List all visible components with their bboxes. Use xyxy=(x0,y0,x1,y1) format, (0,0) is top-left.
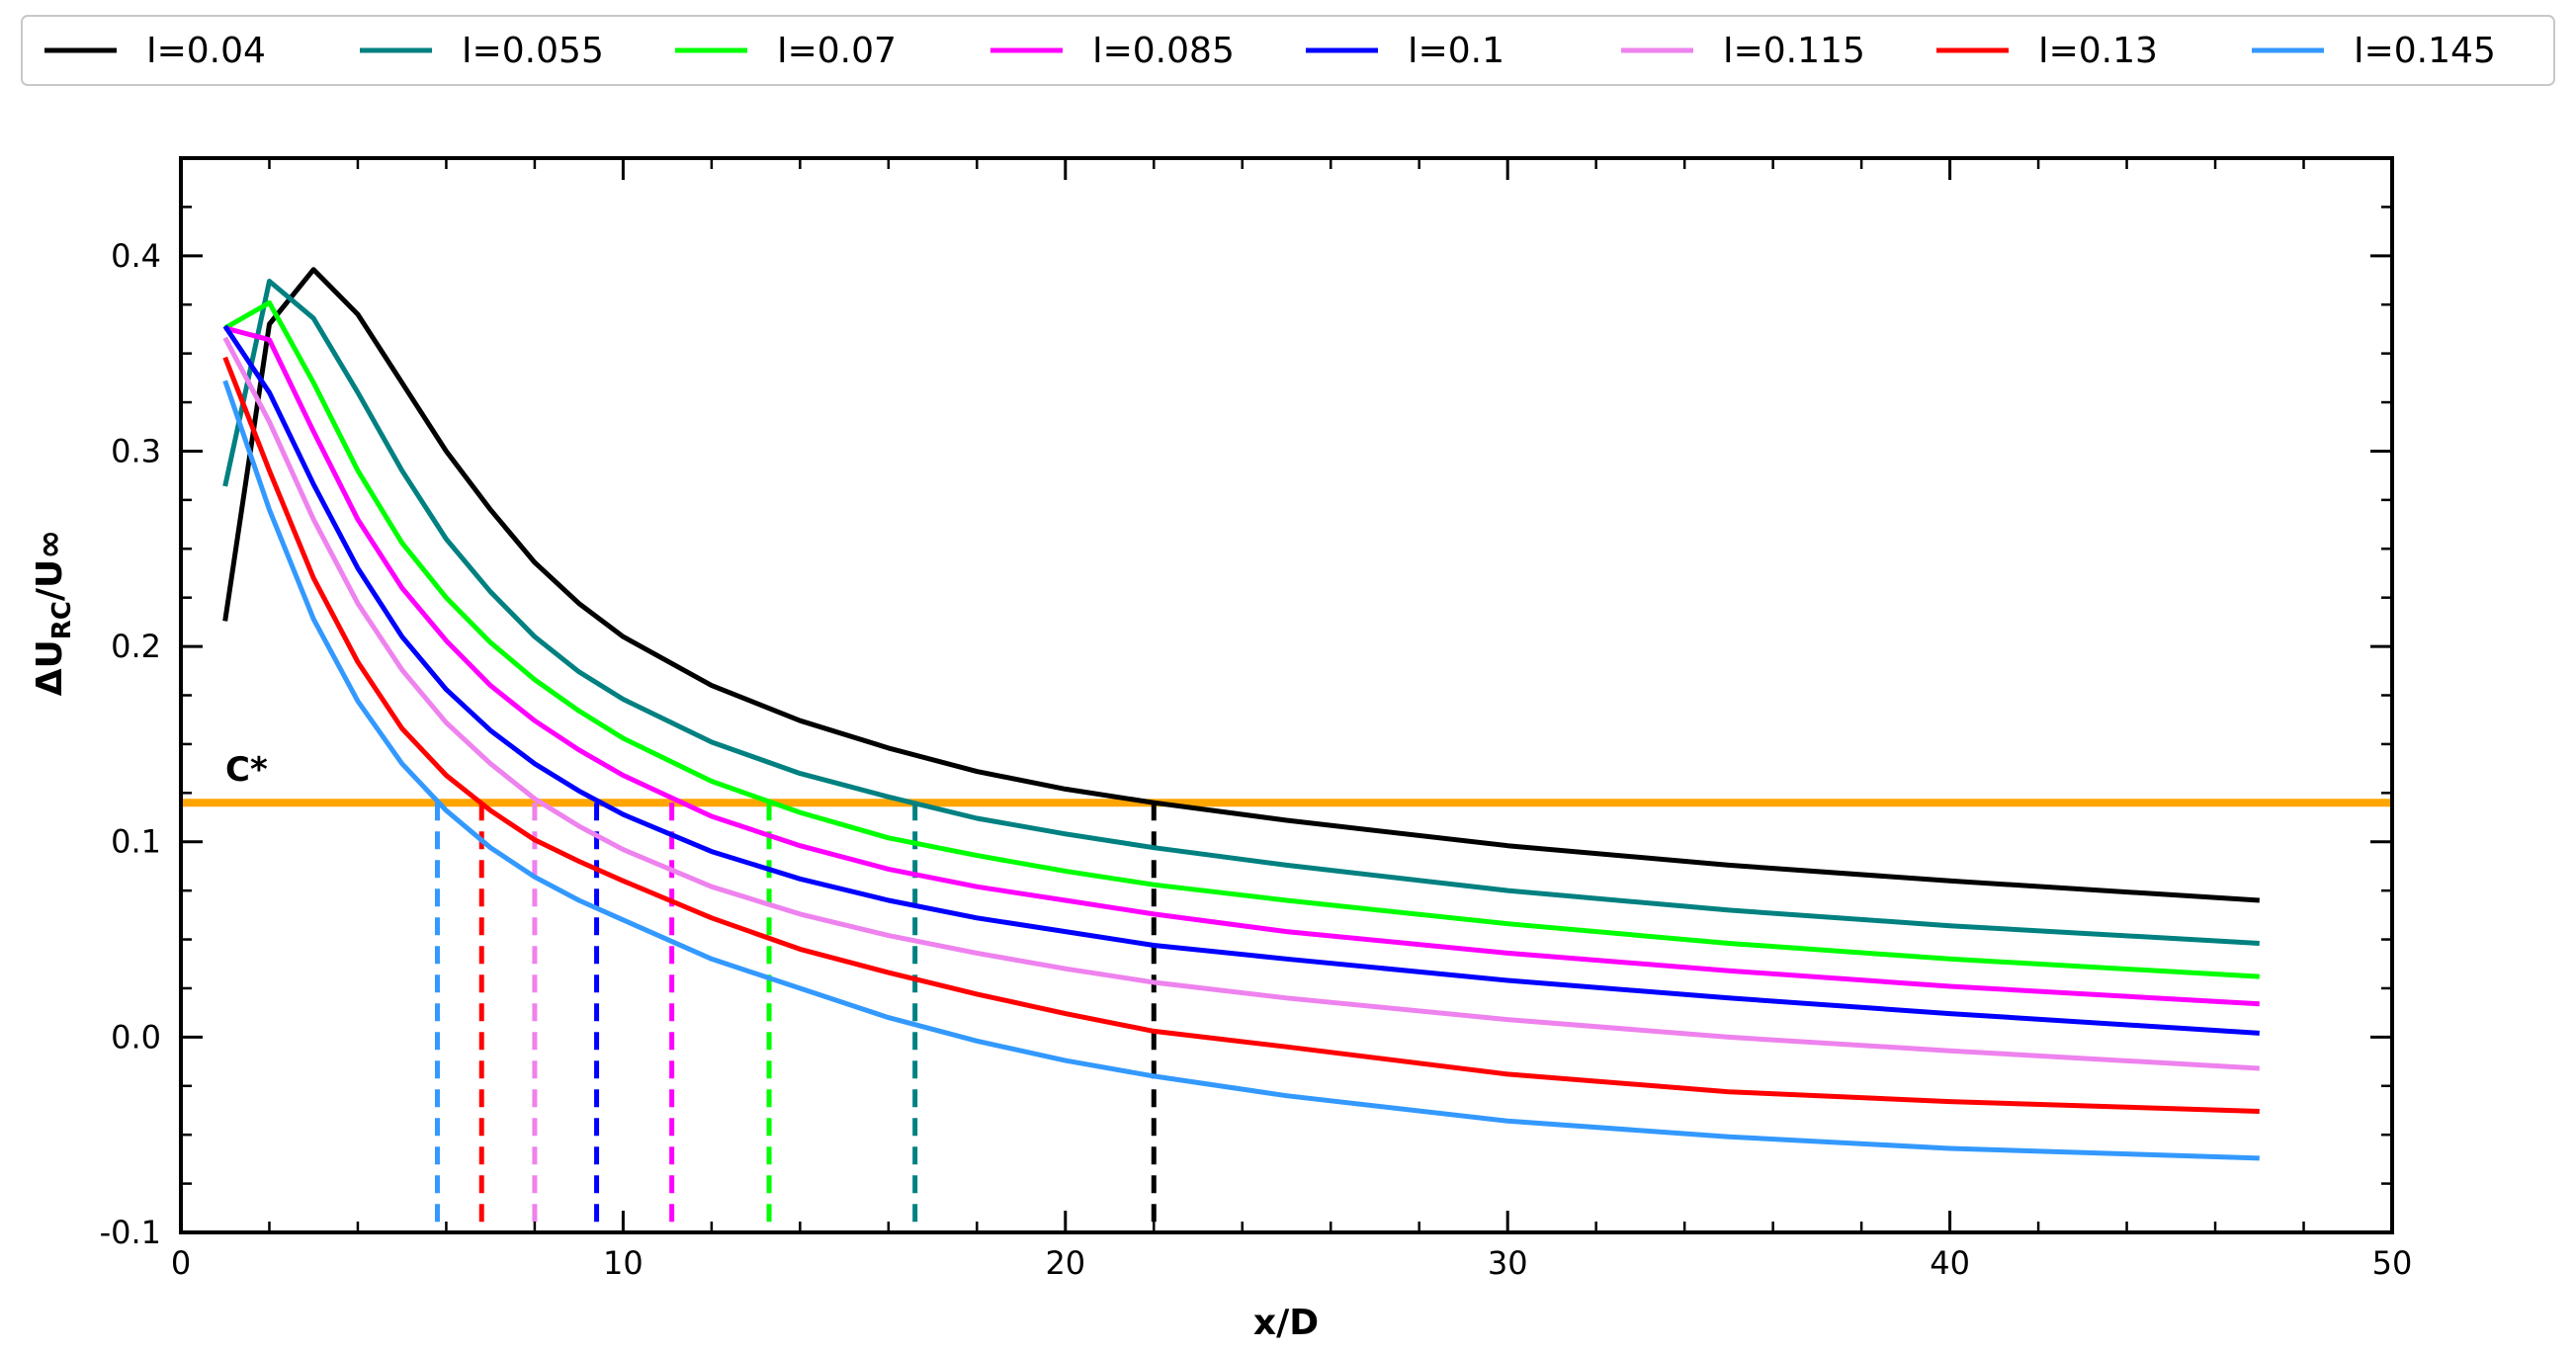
threshold-label: C* xyxy=(225,750,268,790)
x-tick-label: 20 xyxy=(1045,1244,1085,1282)
x-tick-label: 0 xyxy=(171,1244,191,1282)
series-line-7 xyxy=(222,380,2260,1161)
y-tick-label: 0.4 xyxy=(111,237,161,275)
series-line-1 xyxy=(222,279,2260,946)
y-tick-label: 0.0 xyxy=(111,1018,161,1056)
legend-frame xyxy=(21,15,2555,86)
plot-frame xyxy=(179,156,2394,1234)
axes: C* 0 10 20 30 40 50 -0.1 0.0 0.1 0.2 0.3 0.4 xyxy=(100,156,2413,1282)
legend-label-0: I=0.04 xyxy=(146,31,266,71)
legend-label-2: I=0.07 xyxy=(777,31,897,71)
x-axis-title: x/D xyxy=(1253,1303,1319,1343)
legend: I=0.04 I=0.055 I=0.07 I=0.085 I=0.1 I=0.115 I=… xyxy=(21,15,2555,86)
y-tick-label: -0.1 xyxy=(100,1214,161,1251)
legend-label-1: I=0.055 xyxy=(462,31,604,71)
x-tick-label: 40 xyxy=(1930,1244,1970,1282)
x-tick-label: 50 xyxy=(2372,1244,2413,1282)
series-line-0 xyxy=(222,267,2260,903)
legend-label-4: I=0.1 xyxy=(1408,31,1504,71)
series-line-3 xyxy=(224,325,2260,1007)
y-tick-label: 0.3 xyxy=(111,432,161,469)
y-axis-title: ΔURC/U∞ xyxy=(30,530,77,697)
legend-label-7: I=0.145 xyxy=(2354,31,2496,71)
y-tick-label: 0.1 xyxy=(111,823,161,861)
legend-label-6: I=0.13 xyxy=(2038,31,2158,71)
series-line-2 xyxy=(223,299,2260,979)
legend-label-3: I=0.085 xyxy=(1092,31,1235,71)
x-tick-label: 10 xyxy=(603,1244,644,1282)
series-line-5 xyxy=(222,336,2260,1071)
x-tick-label: 30 xyxy=(1488,1244,1528,1282)
series-line-4 xyxy=(222,324,2260,1036)
series-line-6 xyxy=(222,356,2260,1114)
plot-area xyxy=(181,267,2392,1232)
legend-label-5: I=0.115 xyxy=(1723,31,1865,71)
y-tick-label: 0.2 xyxy=(111,628,161,665)
